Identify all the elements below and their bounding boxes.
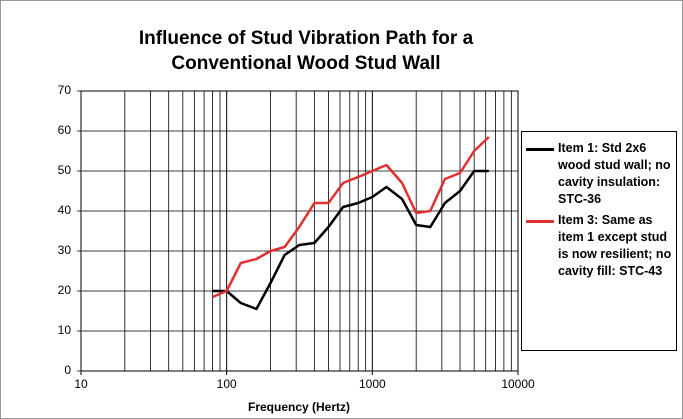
legend-entry: Item 3: Same as item 1 except stud is no… [526, 212, 672, 280]
y-tick-label: 30 [58, 243, 72, 257]
y-tick-label: 20 [58, 283, 72, 297]
plot-border [80, 90, 519, 372]
legend-label: Item 1: Std 2x6 wood stud wall; no cavit… [558, 141, 671, 206]
x-tick-label: 10 [74, 377, 88, 391]
x-tick-label: 1000 [359, 377, 386, 391]
legend-swatch [526, 148, 554, 151]
x-tick-label: 10000 [501, 377, 535, 391]
y-tick-label: 50 [58, 163, 72, 177]
chart-title: Influence of Stud Vibration Path for a [139, 28, 474, 49]
x-axis-label: Frequency (Hertz) [248, 400, 350, 414]
y-tick-label: 60 [58, 123, 72, 137]
y-tick-label: 40 [58, 203, 72, 217]
chart-subtitle: Conventional Wood Stud Wall [171, 53, 440, 74]
legend-swatch [526, 220, 554, 223]
y-tick-label: 70 [58, 83, 72, 97]
series-line [212, 136, 490, 299]
series-line [212, 169, 489, 311]
plot-area [81, 91, 518, 371]
legend-entry: Item 1: Std 2x6 wood stud wall; no cavit… [526, 140, 672, 208]
y-tick-label: 10 [58, 323, 72, 337]
legend-label: Item 3: Same as item 1 except stud is no… [558, 213, 672, 278]
legend: Item 1: Std 2x6 wood stud wall; no cavit… [521, 131, 677, 351]
x-tick-label: 100 [217, 377, 237, 391]
y-tick-label: 0 [64, 363, 71, 377]
